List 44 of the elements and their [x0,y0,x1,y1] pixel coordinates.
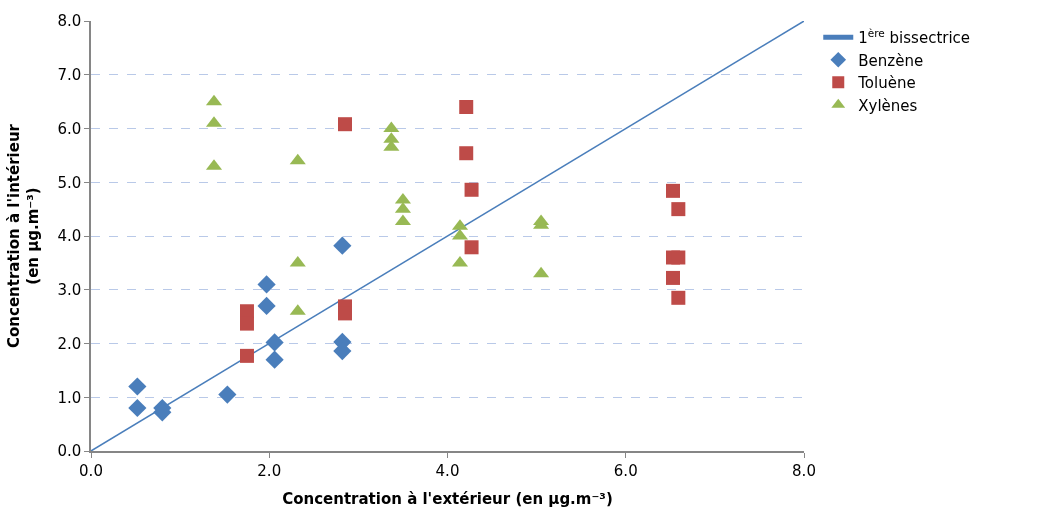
legend-label: Xylènes [858,96,918,115]
x-tick-label: 8.0 [792,461,816,480]
point [257,275,276,294]
y-tick-label: 3.0 [57,281,82,299]
point [239,316,254,331]
x-tick-label: 6.0 [613,461,638,480]
point [265,350,284,369]
point [128,398,147,418]
point [265,333,284,352]
legend-label: Toluène [857,74,916,93]
y-tick-label: 8.0 [57,12,82,31]
point [128,377,147,396]
x-tick-label: 4.0 [435,461,460,480]
y-tick-label: 7.0 [57,66,82,84]
point [665,183,680,198]
point [464,240,479,255]
point [665,270,680,285]
y-tick-label: 4.0 [57,227,82,246]
point [464,182,479,197]
legend-label: Benzène [858,51,924,70]
y-tick-label: 1.0 [57,388,82,407]
point [289,153,306,165]
x-tick-label: 2.0 [257,461,282,480]
y-tick-label: 6.0 [57,119,82,138]
point [289,255,306,267]
point [333,236,352,255]
point [671,290,686,305]
point [239,304,254,319]
y-tick-label: 2.0 [57,334,82,353]
y-axis-title: Concentration à l'intérieur (en µg.m⁻³) [4,123,43,348]
point [257,296,276,315]
legend-label: 1$^{ère}$ bissectrice [858,26,971,48]
point [338,117,353,132]
y-tick-label: 0.0 [57,442,82,461]
y-tick-label: 5.0 [57,173,82,192]
point [671,202,686,217]
point [459,100,474,114]
point [239,348,254,363]
point [218,385,237,404]
point [533,266,550,278]
x-axis-title: Concentration à l'extérieur (en µg.m⁻³) [282,490,613,509]
point [459,146,474,161]
point [671,250,686,265]
x-tick-label: 0.0 [79,461,103,480]
